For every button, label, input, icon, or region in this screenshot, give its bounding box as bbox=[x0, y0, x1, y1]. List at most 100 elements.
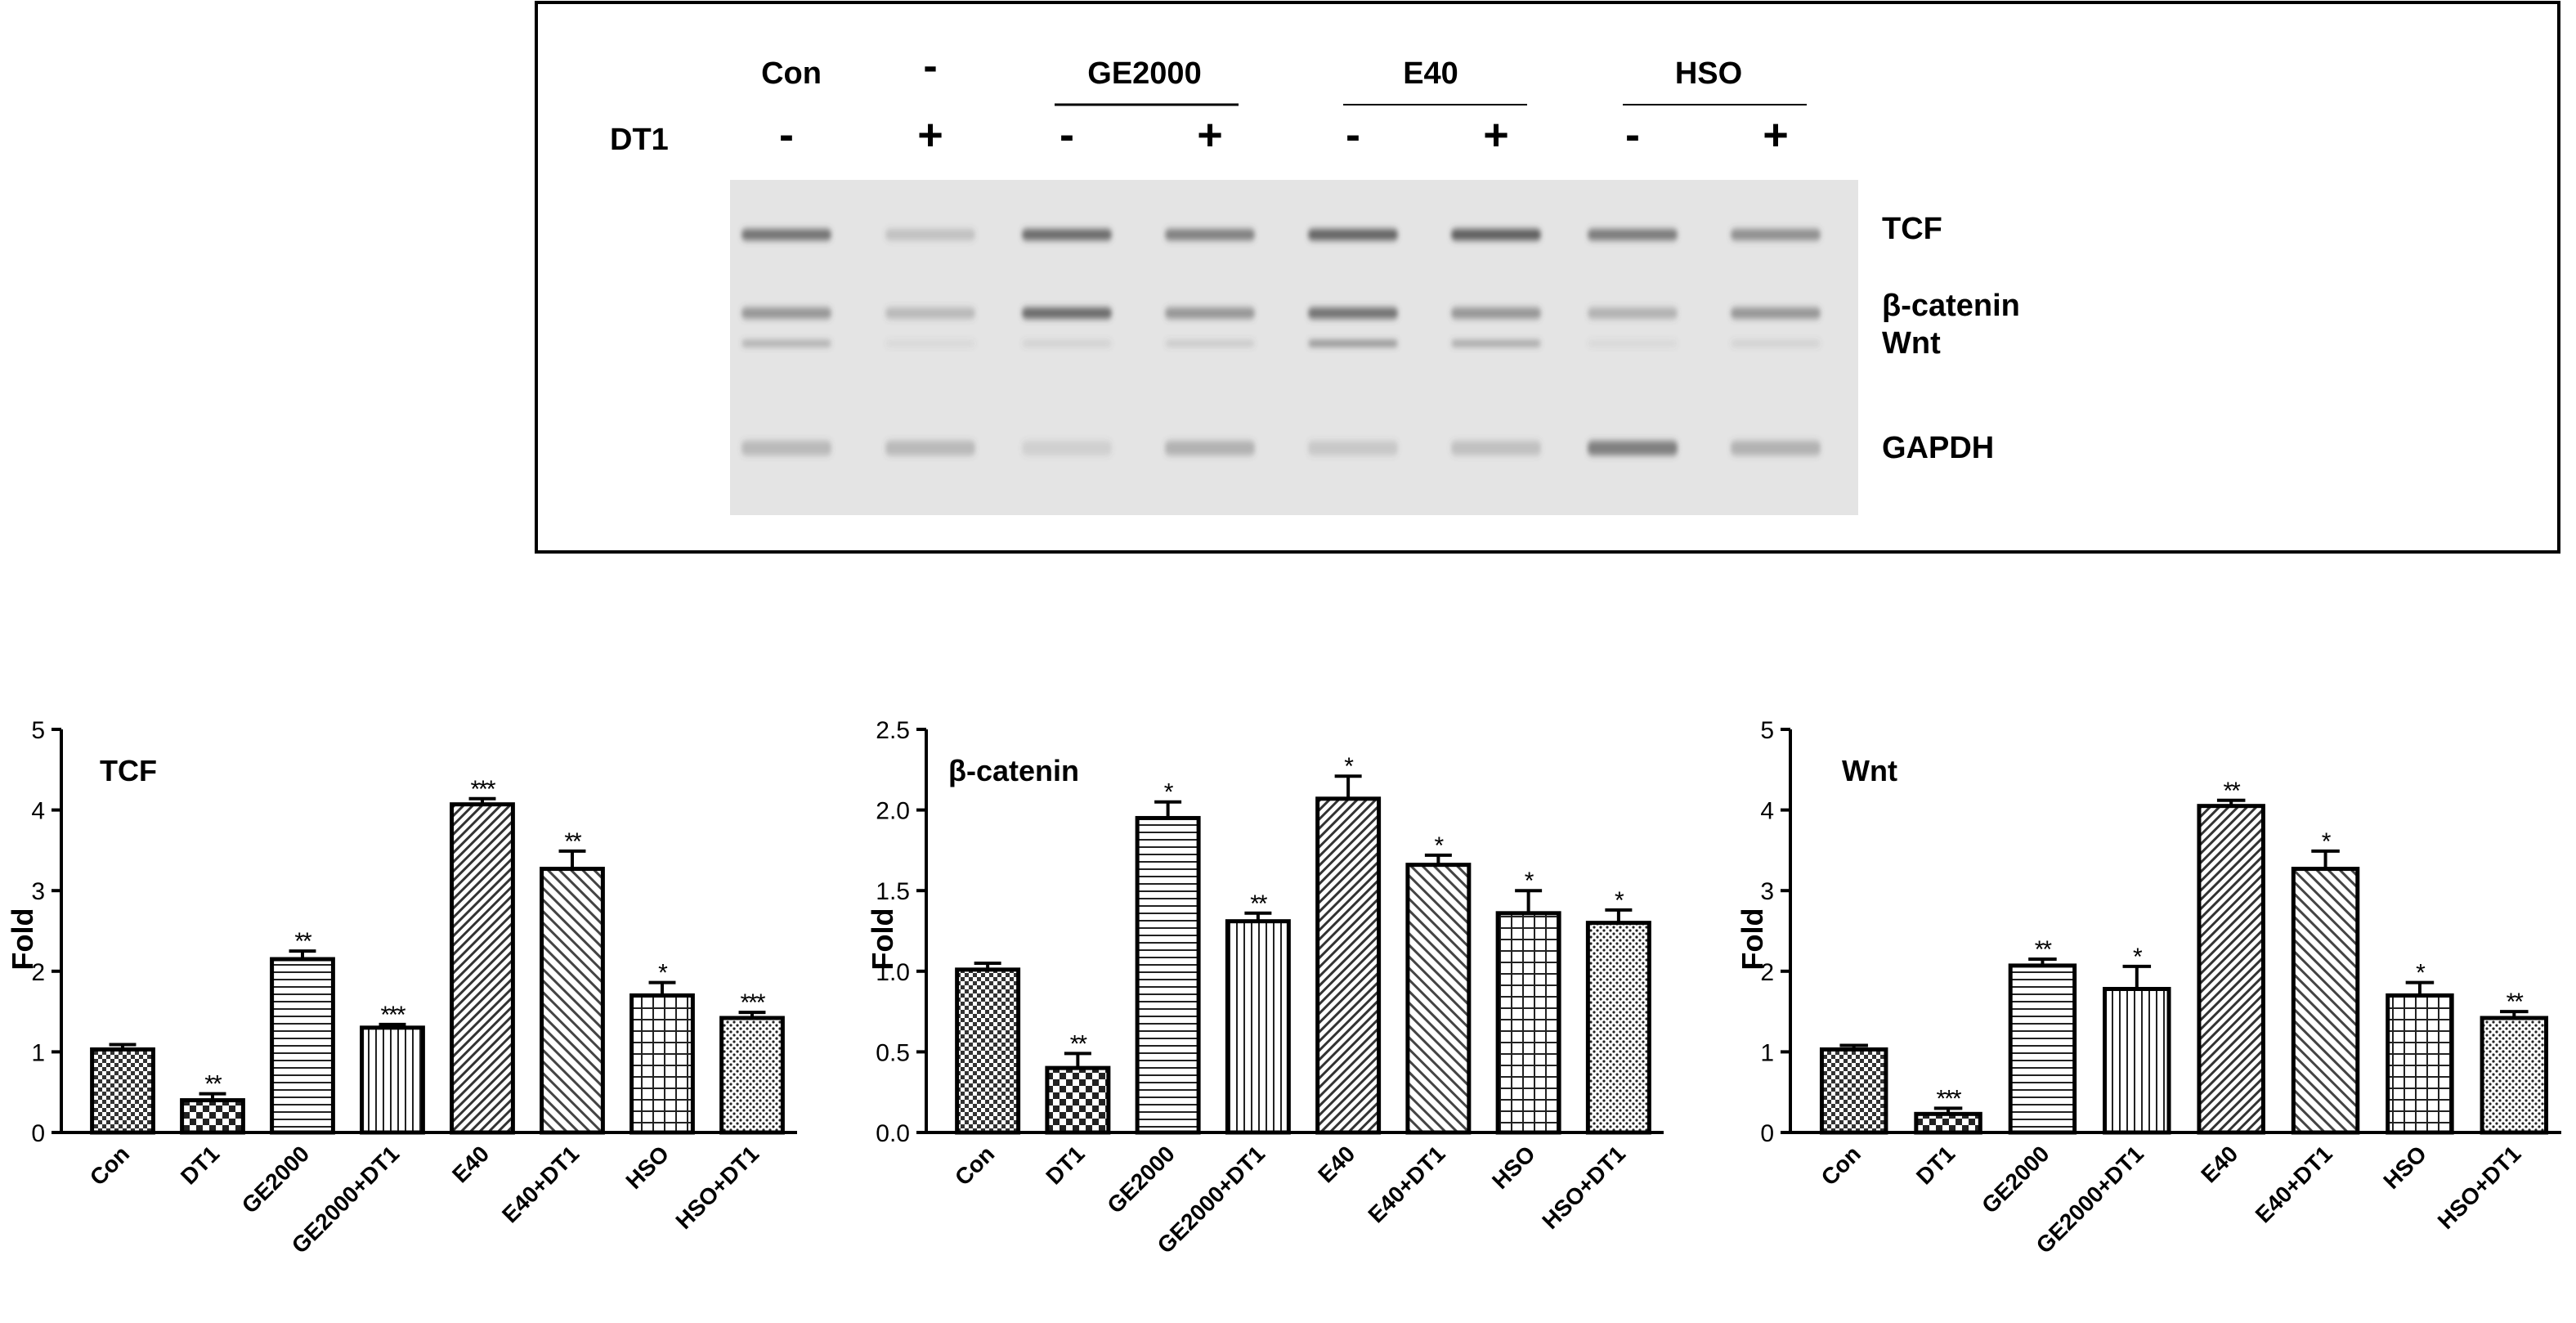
chart-title: β-catenin bbox=[948, 754, 1079, 787]
band-gapdh-lane-8 bbox=[1731, 441, 1821, 455]
band-wnt-lane-4 bbox=[1165, 340, 1255, 347]
bar-hso bbox=[2386, 993, 2454, 1135]
bar-dt1 bbox=[1914, 1111, 1982, 1135]
chart-title: TCF bbox=[100, 754, 157, 787]
blot-frame bbox=[535, 1, 2560, 554]
bar-e40 bbox=[450, 802, 515, 1135]
chart-title: Wnt bbox=[1842, 754, 1897, 787]
y-tick-label: 1.5 bbox=[876, 878, 910, 905]
x-tick-label: HSO+DT1 bbox=[2433, 1141, 2526, 1234]
dt1-sign-lane-7: - bbox=[1625, 110, 1640, 159]
band-tcf-lane-5 bbox=[1308, 229, 1398, 240]
x-tick-label: HSO bbox=[2378, 1141, 2431, 1194]
y-tick-label: 2.0 bbox=[876, 798, 910, 825]
bar-ge2000-plus-dt1 bbox=[2103, 986, 2171, 1135]
y-tick-label: 1 bbox=[1760, 1039, 1774, 1066]
band-gapdh-lane-3 bbox=[1022, 441, 1112, 455]
x-tick-label: Con bbox=[85, 1141, 134, 1190]
x-tick-label: GE2000 bbox=[237, 1141, 315, 1218]
y-tick-label: 2.5 bbox=[876, 717, 910, 744]
band-gapdh-lane-2 bbox=[885, 441, 975, 455]
significance-marker: ** bbox=[204, 1071, 222, 1098]
y-tick-label: 1 bbox=[31, 1039, 45, 1066]
bar-hso-plus-dt1 bbox=[1585, 921, 1651, 1135]
bar-ge2000 bbox=[2008, 963, 2077, 1135]
band-bcatenin-lane-4 bbox=[1165, 307, 1255, 319]
x-tick-label: DT1 bbox=[176, 1141, 224, 1189]
bar-e40 bbox=[1315, 796, 1382, 1135]
bar-ge2000 bbox=[1135, 815, 1201, 1135]
band-wnt-lane-6 bbox=[1451, 340, 1541, 347]
band-bcatenin-lane-8 bbox=[1731, 307, 1821, 319]
dt1-sign-lane-1: - bbox=[779, 110, 794, 159]
band-bcatenin-lane-5 bbox=[1308, 307, 1398, 319]
band-bcatenin-lane-2 bbox=[885, 307, 975, 319]
band-label-gapdh: GAPDH bbox=[1882, 431, 1994, 465]
x-tick-label: E40 bbox=[2196, 1141, 2242, 1187]
bar-hso-plus-dt1 bbox=[719, 1016, 785, 1135]
significance-marker: ** bbox=[2035, 936, 2053, 963]
band-wnt-lane-7 bbox=[1588, 340, 1678, 347]
bar-con bbox=[955, 967, 1021, 1135]
band-tcf-lane-7 bbox=[1588, 229, 1678, 240]
significance-marker: ** bbox=[1250, 890, 1268, 917]
blot-group-ge2000: GE2000 bbox=[1087, 56, 1201, 91]
bar-ge2000-plus-dt1 bbox=[360, 1025, 425, 1135]
x-tick-label: DT1 bbox=[1911, 1141, 1960, 1189]
bar-dt1 bbox=[180, 1098, 245, 1135]
y-axis-label: Fold bbox=[866, 908, 899, 971]
bar-ge2000-plus-dt1 bbox=[1225, 919, 1291, 1135]
blot-dt1-signs: - + - + - + - + bbox=[779, 110, 1789, 159]
y-tick-label: 4 bbox=[31, 798, 45, 825]
bar-e40-plus-dt1 bbox=[1405, 863, 1472, 1135]
x-tick-label: Con bbox=[950, 1141, 999, 1190]
y-tick-label: 0 bbox=[31, 1120, 45, 1147]
bar-dt1 bbox=[1045, 1065, 1111, 1135]
blot-panel: Con - GE2000 E40 HSO DT1 - + - + - + - + TCF β-… bbox=[535, 1, 2560, 554]
dt1-sign-lane-4: + bbox=[1197, 110, 1223, 159]
band-gapdh-lane-1 bbox=[741, 441, 831, 455]
significance-marker: *** bbox=[740, 989, 765, 1016]
bar-hso-plus-dt1 bbox=[2480, 1016, 2549, 1135]
x-tick-label: HSO bbox=[1487, 1141, 1540, 1194]
band-label-wnt: Wnt bbox=[1882, 326, 1941, 361]
x-tick-label: HSO+DT1 bbox=[1537, 1141, 1630, 1234]
dt1-sign-lane-3: - bbox=[1060, 110, 1074, 159]
band-label-bcatenin: β-catenin bbox=[1882, 289, 2020, 323]
blot-dash-label: - bbox=[923, 43, 937, 90]
y-tick-label: 3 bbox=[31, 878, 45, 905]
dt1-sign-lane-2: + bbox=[917, 110, 943, 159]
band-tcf-lane-8 bbox=[1731, 229, 1821, 240]
y-tick-label: 4 bbox=[1760, 798, 1774, 825]
y-axis-label: Fold bbox=[6, 908, 39, 971]
band-wnt-lane-3 bbox=[1022, 340, 1112, 347]
band-gapdh-lane-6 bbox=[1451, 441, 1541, 455]
x-tick-label: Con bbox=[1817, 1141, 1866, 1190]
blot-group-e40: E40 bbox=[1403, 56, 1458, 91]
band-gapdh-lane-4 bbox=[1165, 441, 1255, 455]
band-gapdh-lane-7 bbox=[1588, 441, 1678, 455]
y-tick-label: 0 bbox=[1760, 1120, 1774, 1147]
significance-marker: *** bbox=[380, 1002, 405, 1029]
y-tick-label: 1.0 bbox=[876, 959, 910, 986]
band-gapdh-lane-5 bbox=[1308, 441, 1398, 455]
x-tick-label: DT1 bbox=[1041, 1141, 1089, 1189]
dt1-sign-lane-8: + bbox=[1763, 110, 1789, 159]
band-bcatenin-lane-6 bbox=[1451, 307, 1541, 319]
band-wnt-lane-2 bbox=[885, 340, 975, 347]
band-label-tcf: TCF bbox=[1882, 212, 1942, 246]
y-axis-label: Fold bbox=[1736, 908, 1769, 971]
y-tick-label: 0.0 bbox=[876, 1120, 910, 1147]
chart-wnt: 012345FoldWntCon***DT1**GE2000*GE2000+DT… bbox=[1736, 717, 2561, 1258]
bar-hso bbox=[629, 993, 695, 1135]
x-tick-label: E40+DT1 bbox=[497, 1141, 584, 1227]
blot-dt1-label: DT1 bbox=[610, 123, 669, 157]
y-tick-label: 5 bbox=[1760, 717, 1774, 744]
significance-marker: *** bbox=[1937, 1085, 1962, 1112]
bar-e40 bbox=[2197, 804, 2265, 1135]
blot-con-label: Con bbox=[761, 56, 822, 91]
dt1-sign-lane-6: + bbox=[1483, 110, 1509, 159]
significance-marker: ** bbox=[564, 828, 582, 855]
band-tcf-lane-1 bbox=[741, 229, 831, 240]
